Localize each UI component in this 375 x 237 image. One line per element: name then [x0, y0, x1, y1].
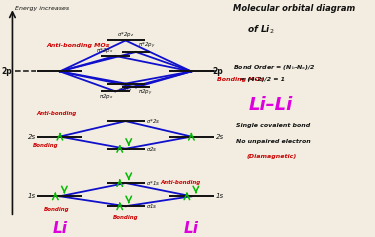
Text: 2p: 2p — [212, 67, 223, 76]
Text: Li: Li — [53, 221, 68, 236]
Text: Li: Li — [184, 221, 199, 236]
Text: Bond Order = (N$_b$-N$_a$)/2: Bond Order = (N$_b$-N$_a$)/2 — [233, 63, 315, 72]
Text: Bonding: Bonding — [113, 214, 138, 220]
Text: Energy increases: Energy increases — [15, 6, 69, 11]
Text: Anti-bonding: Anti-bonding — [160, 180, 201, 185]
Text: No unpaired electron: No unpaired electron — [236, 139, 311, 144]
Text: (Diamagnetic): (Diamagnetic) — [247, 154, 297, 159]
Text: $\sigma$*1s: $\sigma$*1s — [146, 179, 161, 187]
Text: 2s: 2s — [216, 134, 224, 140]
Text: Molecular orbital diagram: Molecular orbital diagram — [233, 4, 355, 13]
Text: $\sigma$*2p$_z$: $\sigma$*2p$_z$ — [117, 30, 134, 39]
Text: Anti-bonding MOs: Anti-bonding MOs — [46, 43, 110, 48]
Text: 2s: 2s — [27, 134, 36, 140]
Text: Bonding: Bonding — [44, 207, 69, 212]
Text: $\pi$*2p$_y$: $\pi$*2p$_y$ — [138, 41, 155, 51]
Text: $\pi$*2p$_x$: $\pi$*2p$_x$ — [96, 46, 114, 55]
Text: Li–Li: Li–Li — [249, 96, 293, 114]
Text: Bonding: Bonding — [33, 143, 59, 148]
Text: = (4-2)/2 = 1: = (4-2)/2 = 1 — [240, 77, 285, 82]
Text: $\pi$2p$_x$: $\pi$2p$_x$ — [99, 92, 114, 101]
Text: $\sigma$1s: $\sigma$1s — [146, 202, 158, 210]
Text: 1s: 1s — [27, 193, 36, 199]
Text: of Li$_2$: of Li$_2$ — [247, 24, 274, 36]
Text: $\pi$2p$_y$: $\pi$2p$_y$ — [138, 88, 152, 98]
Text: $\sigma$2s: $\sigma$2s — [146, 145, 158, 153]
Text: 1s: 1s — [216, 193, 224, 199]
Text: Single covalent bond: Single covalent bond — [236, 123, 310, 128]
Text: Anti-bonding: Anti-bonding — [36, 111, 76, 116]
Text: $\sigma$2p$_z$: $\sigma$2p$_z$ — [118, 85, 133, 94]
Text: Bonding MOs: Bonding MOs — [217, 77, 264, 82]
Text: $\sigma$*2s: $\sigma$*2s — [146, 117, 161, 125]
Text: 2p: 2p — [2, 67, 12, 76]
